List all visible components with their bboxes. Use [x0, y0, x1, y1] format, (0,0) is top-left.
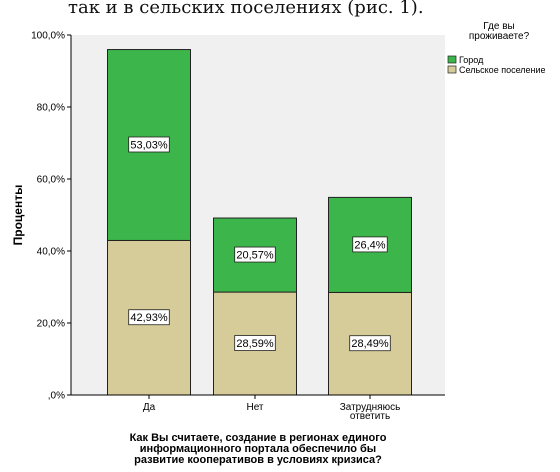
y-tick-label: 40,0% [37, 247, 65, 258]
data-label: 28,59% [236, 338, 274, 350]
x-tick-label: Да [143, 402, 156, 413]
data-label-box [128, 136, 170, 153]
x-tick-label: ответить [350, 411, 390, 422]
x-tick-label: Нет [246, 402, 263, 413]
data-label-box [128, 309, 170, 326]
caption-fragment: так и в сельских поселениях (рис. 1). [68, 0, 424, 18]
y-tick-label: 80,0% [37, 103, 65, 114]
x-axis-title-line: развитие кооперативов в условиях кризиса… [134, 454, 382, 466]
y-tick-label: 100,0% [31, 31, 65, 42]
data-label-box [234, 335, 276, 351]
data-label: 26,4% [354, 239, 385, 251]
legend-title: Где вы [483, 21, 514, 32]
legend-entry-label: Сельское поселение [459, 65, 546, 75]
x-axis-title-line: Как Вы считаете, создание в регионах еди… [130, 432, 387, 444]
data-label-box [352, 236, 388, 253]
legend-title: проживаете? [469, 31, 530, 42]
x-axis-title-line: информационного портала обеспечило бы [140, 443, 376, 455]
data-label: 20,57% [236, 250, 274, 262]
y-tick-label: 60,0% [37, 175, 65, 186]
y-axis-title: Проценты [11, 185, 25, 246]
legend-swatch [447, 65, 457, 74]
legend-entry-label: Город [459, 55, 484, 65]
legend-swatch [447, 55, 457, 64]
y-tick-label: ,0% [48, 391, 65, 402]
data-label: 28,49% [351, 338, 389, 350]
data-label-box [234, 246, 276, 263]
x-tick-label: Затрудняюсь [340, 402, 401, 413]
y-tick-label: 20,0% [37, 319, 65, 330]
data-label-box [349, 335, 391, 352]
data-label: 53,03% [130, 139, 168, 151]
data-label: 42,93% [130, 312, 168, 324]
